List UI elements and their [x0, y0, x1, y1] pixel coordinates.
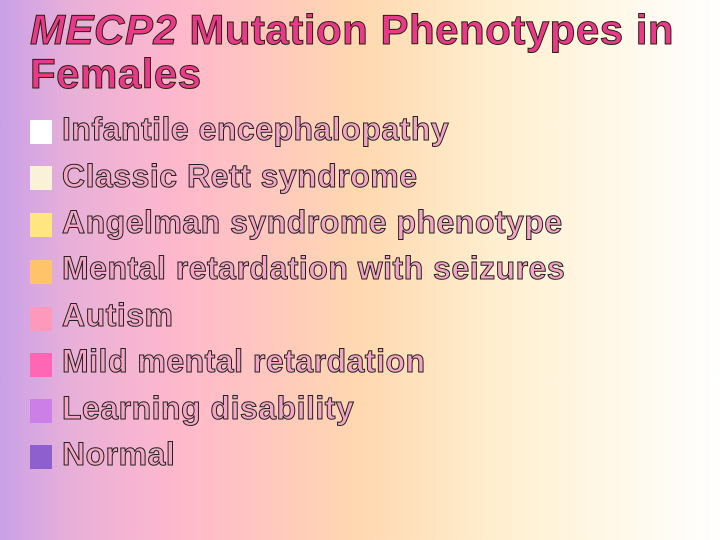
- list-item: Mild mental retardation Mild mental reta…: [62, 338, 690, 384]
- sidebar-color-block: [30, 166, 52, 190]
- list-item: Angelman syndrome phenotype Angelman syn…: [62, 199, 690, 245]
- list-item-outline: Normal: [62, 431, 175, 477]
- sidebar-color-block: [30, 120, 52, 144]
- list-item: Autism Autism: [62, 292, 690, 338]
- list-item: Mental retardation with seizures Mental …: [62, 245, 690, 291]
- list-item: Infantile encephalopathy Infantile encep…: [62, 106, 690, 152]
- sidebar-color-block: [30, 445, 52, 469]
- list-item: Normal Normal: [62, 431, 690, 477]
- list-item-outline: Classic Rett syndrome: [62, 153, 418, 199]
- list-item: Learning disability Learning disability: [62, 385, 690, 431]
- title-outline: MECP2 Mutation Phenotypes in Females: [30, 8, 674, 96]
- sidebar-color-block: [30, 307, 52, 331]
- slide: MECP2 Mutation Phenotypes in Females MEC…: [0, 0, 720, 540]
- list-item-outline: Mental retardation with seizures: [62, 245, 565, 291]
- sidebar-color-block: [30, 353, 52, 377]
- phenotype-list: Infantile encephalopathy Infantile encep…: [30, 106, 690, 477]
- slide-title: MECP2 Mutation Phenotypes in Females MEC…: [30, 8, 690, 96]
- list-item-outline: Mild mental retardation: [62, 338, 426, 384]
- list-item-outline: Autism: [62, 292, 173, 338]
- sidebar-color-block: [30, 399, 52, 423]
- list-item-outline: Learning disability: [62, 385, 354, 431]
- sidebar-color-block: [30, 260, 52, 284]
- list-item-outline: Angelman syndrome phenotype: [62, 199, 563, 245]
- list-item: Classic Rett syndrome Classic Rett syndr…: [62, 153, 690, 199]
- sidebar-color-block: [30, 213, 52, 237]
- list-item-outline: Infantile encephalopathy: [62, 106, 449, 152]
